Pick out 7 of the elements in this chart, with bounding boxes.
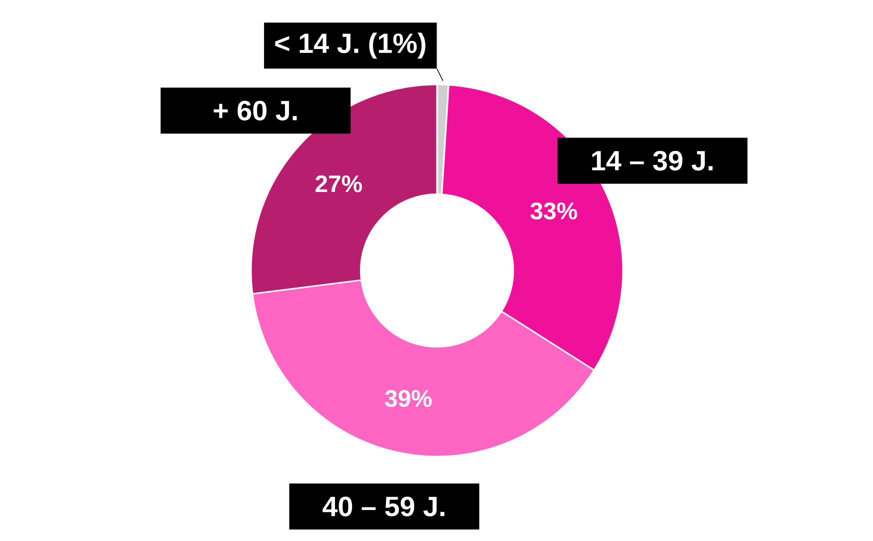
slice-label: < 14 J. (1%) [275, 32, 426, 59]
slice-label: 40 – 59 J. [322, 496, 444, 516]
data-label: 39% [385, 390, 432, 407]
slice-label: + 60 J. [214, 100, 297, 120]
data-label: 33% [530, 202, 578, 220]
data-label: 27% [316, 175, 362, 192]
slice-label: 14 – 39 J. [592, 150, 713, 171]
